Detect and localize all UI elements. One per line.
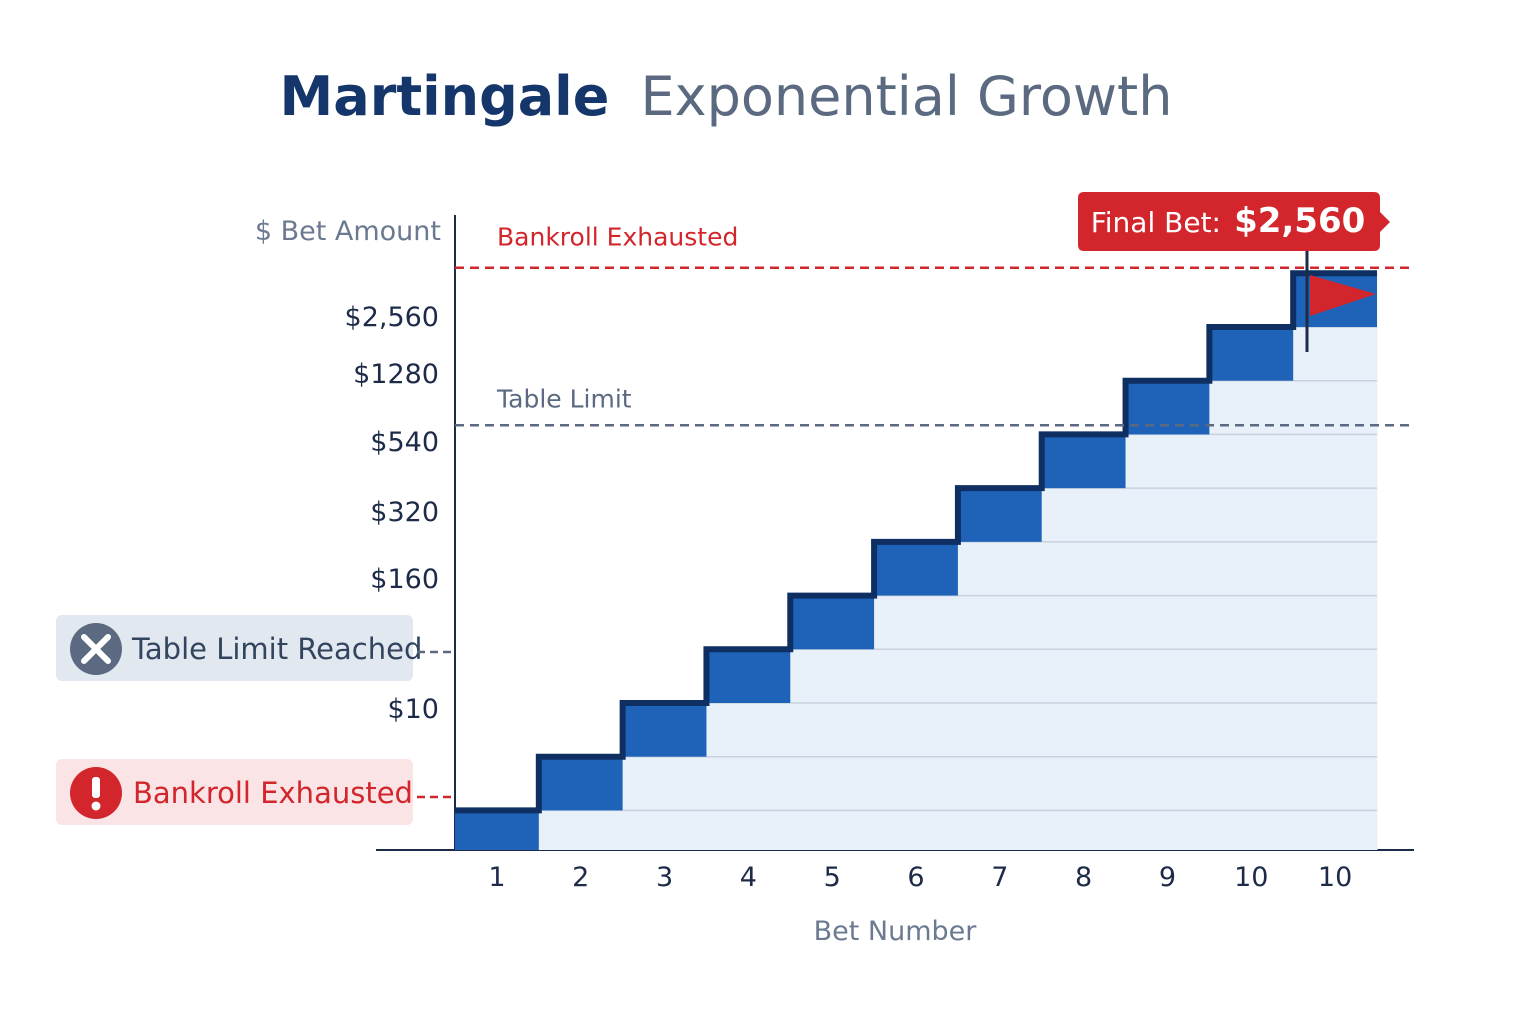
bar — [874, 541, 958, 596]
final-bet-prefix: Final Bet: — [1091, 206, 1221, 239]
y-tick-label: $540 — [370, 427, 439, 458]
bar — [957, 488, 1042, 542]
area-column — [1209, 327, 1294, 850]
bar — [790, 595, 875, 650]
x-tick-label: 3 — [656, 862, 673, 893]
final-bet-annotation: Final Bet: $2,560 — [1078, 192, 1390, 352]
title-rest-part: Exponential Growth — [641, 65, 1173, 128]
table-limit-badge-bg — [56, 615, 413, 681]
title-bold-part: Martingale — [280, 65, 610, 128]
table-limit-threshold-label: Table Limit — [496, 384, 632, 413]
area-column — [1125, 380, 1210, 850]
x-tick-label: 9 — [1159, 862, 1176, 893]
threshold-layer: Bankroll Exhausted Table Limit — [455, 223, 1410, 427]
x-tick-label: 2 — [572, 862, 589, 893]
y-axis-label: $ Bet Amount — [255, 216, 441, 247]
bar — [538, 756, 623, 811]
bar — [706, 649, 791, 703]
final-bet-text: Final Bet: $2,560 — [1091, 201, 1366, 241]
exclamation-bar-icon — [92, 777, 100, 798]
x-mark-icon — [81, 634, 111, 664]
step-layer — [455, 270, 1377, 850]
y-tick-label: $160 — [370, 564, 439, 595]
bar — [622, 702, 707, 757]
area-column — [1293, 273, 1378, 850]
bankroll-badge-label: Bankroll Exhausted — [133, 776, 413, 810]
bankroll-badge-bg — [56, 759, 413, 825]
area-column — [957, 488, 1043, 850]
x-axis-label: Bet Number — [814, 916, 978, 947]
table-limit-badge: Table Limit Reached — [56, 615, 455, 681]
exclamation-dot-icon — [91, 801, 101, 811]
bar — [1041, 434, 1126, 489]
x-tick-label: 1 — [488, 862, 505, 893]
x-tick-label: 5 — [824, 862, 841, 893]
x-tick-label: 6 — [907, 862, 924, 893]
bankroll-badge: Bankroll Exhausted — [56, 759, 455, 825]
flag-icon — [1310, 275, 1376, 316]
staircase-outline — [455, 270, 1377, 814]
y-tick-label: $1280 — [353, 359, 439, 390]
y-tick-label: $10 — [387, 694, 439, 725]
y-tick-layer: $2,560 $1280 $540 $320 $160 $10 — [345, 302, 439, 725]
x-tick-label: 7 — [991, 862, 1008, 893]
final-bet-value: $2,560 — [1234, 201, 1365, 241]
final-bet-callout — [1078, 192, 1390, 251]
y-tick-label: $2,560 — [345, 302, 439, 333]
x-tick-label: 10 — [1234, 862, 1268, 893]
bar — [455, 810, 539, 850]
bankroll-threshold-label: Bankroll Exhausted — [497, 223, 738, 252]
x-tick-layer: 1 2 3 4 5 6 7 8 9 10 10 — [488, 862, 1352, 893]
x-tick-label: 8 — [1075, 862, 1092, 893]
area-column — [1041, 434, 1127, 850]
x-tick-label: 4 — [740, 862, 757, 893]
y-tick-label: $320 — [370, 497, 439, 528]
table-limit-badge-label: Table Limit Reached — [131, 632, 422, 666]
bar — [1209, 327, 1294, 381]
chart-title: Martingale Exponential Growth — [280, 65, 1173, 128]
x-tick-label: 10 — [1318, 862, 1352, 893]
